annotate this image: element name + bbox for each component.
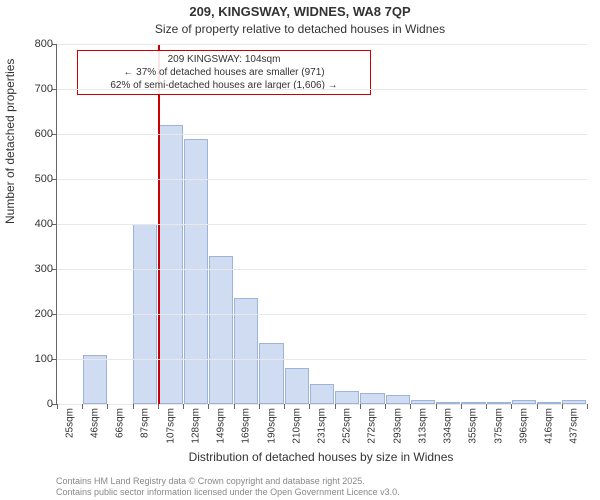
x-tick-mark (183, 404, 184, 409)
grid-line (57, 134, 587, 135)
y-tick-label: 200 (35, 308, 53, 320)
bar (285, 368, 309, 404)
x-tick-mark (82, 404, 83, 409)
chart-container: 209, KINGSWAY, WIDNES, WA8 7QP Size of p… (0, 0, 600, 500)
bar (360, 393, 384, 404)
x-tick-mark (208, 404, 209, 409)
y-tick-label: 400 (35, 218, 53, 230)
footer-line2: Contains public sector information licen… (56, 487, 400, 498)
chart-title-main: 209, KINGSWAY, WIDNES, WA8 7QP (0, 4, 600, 19)
x-tick-label: 252sqm (342, 408, 353, 444)
x-tick-label: 272sqm (367, 408, 378, 444)
grid-line (57, 269, 587, 270)
annotation-line3: 62% of semi-detached houses are larger (… (84, 79, 364, 92)
x-tick-mark (537, 404, 538, 409)
x-tick-label: 149sqm (216, 408, 227, 444)
x-tick-label: 396sqm (518, 408, 529, 444)
x-tick-mark (436, 404, 437, 409)
x-tick-label: 169sqm (241, 408, 252, 444)
x-tick-mark (107, 404, 108, 409)
bar (259, 343, 283, 404)
grid-line (57, 89, 587, 90)
bar (335, 391, 359, 405)
grid-line (57, 404, 587, 405)
x-tick-label: 190sqm (266, 408, 277, 444)
x-tick-label: 107sqm (165, 408, 176, 444)
x-tick-mark (57, 404, 58, 409)
x-tick-mark (360, 404, 361, 409)
footer: Contains HM Land Registry data © Crown c… (56, 476, 400, 498)
x-tick-mark (158, 404, 159, 409)
x-tick-mark (133, 404, 134, 409)
x-tick-mark (410, 404, 411, 409)
y-tick-label: 100 (35, 353, 53, 365)
bar (83, 355, 107, 405)
grid-line (57, 179, 587, 180)
x-tick-label: 210sqm (291, 408, 302, 444)
x-tick-label: 293sqm (392, 408, 403, 444)
x-tick-mark (461, 404, 462, 409)
grid-line (57, 359, 587, 360)
x-tick-label: 87sqm (140, 408, 151, 438)
y-tick-label: 0 (47, 398, 53, 410)
x-tick-mark (587, 404, 588, 409)
annotation-line2: ← 37% of detached houses are smaller (97… (84, 66, 364, 79)
bar (310, 384, 334, 404)
y-tick-label: 800 (35, 38, 53, 50)
x-tick-mark (234, 404, 235, 409)
x-tick-label: 355sqm (468, 408, 479, 444)
x-tick-mark (486, 404, 487, 409)
plot-area: 209 KINGSWAY: 104sqm ← 37% of detached h… (56, 44, 587, 405)
x-tick-label: 416sqm (544, 408, 555, 444)
x-tick-mark (335, 404, 336, 409)
x-tick-label: 313sqm (417, 408, 428, 444)
x-tick-mark (309, 404, 310, 409)
y-tick-label: 700 (35, 83, 53, 95)
bar (158, 125, 182, 404)
x-tick-label: 66sqm (115, 408, 126, 438)
y-axis-label: Number of detached properties (3, 59, 17, 224)
bar (209, 256, 233, 405)
y-tick-label: 500 (35, 173, 53, 185)
x-tick-label: 334sqm (443, 408, 454, 444)
x-tick-label: 46sqm (89, 408, 100, 438)
x-tick-label: 375sqm (493, 408, 504, 444)
x-tick-label: 231sqm (317, 408, 328, 444)
footer-line1: Contains HM Land Registry data © Crown c… (56, 476, 400, 487)
x-tick-label: 25sqm (64, 408, 75, 438)
x-tick-mark (562, 404, 563, 409)
x-axis-label: Distribution of detached houses by size … (56, 450, 586, 464)
y-tick-label: 600 (35, 128, 53, 140)
x-tick-mark (385, 404, 386, 409)
y-tick-label: 300 (35, 263, 53, 275)
annotation-line1: 209 KINGSWAY: 104sqm (84, 53, 364, 66)
grid-line (57, 224, 587, 225)
x-tick-label: 437sqm (569, 408, 580, 444)
grid-line (57, 44, 587, 45)
chart-title-sub: Size of property relative to detached ho… (0, 22, 600, 36)
x-tick-label: 128sqm (190, 408, 201, 444)
grid-line (57, 314, 587, 315)
bar (386, 395, 410, 404)
x-tick-mark (511, 404, 512, 409)
x-tick-mark (284, 404, 285, 409)
x-tick-mark (259, 404, 260, 409)
